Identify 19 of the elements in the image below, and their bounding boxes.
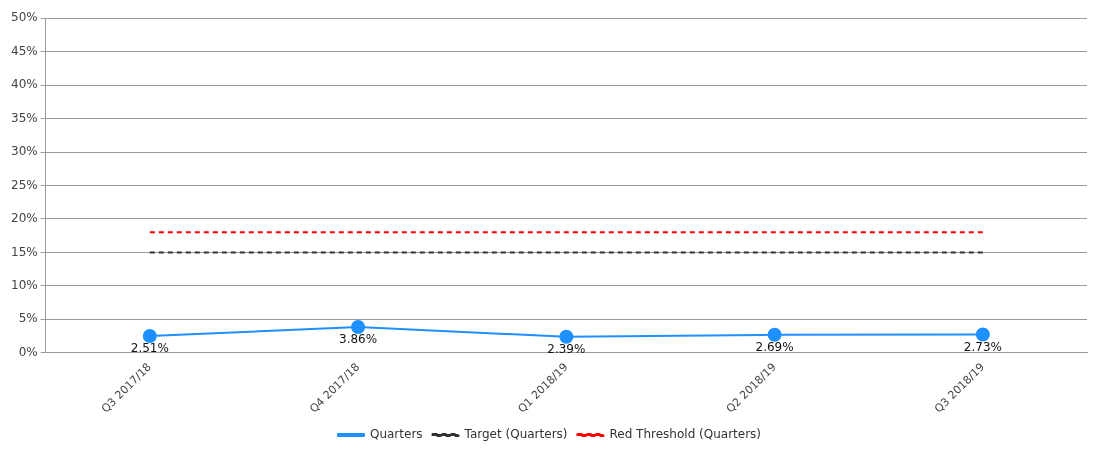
data-label: 2.51% bbox=[130, 341, 169, 356]
data-label: 3.86% bbox=[339, 332, 378, 347]
y-tick-label: 20% bbox=[11, 211, 38, 226]
y-tick-label: 45% bbox=[11, 43, 38, 58]
data-label: 2.69% bbox=[755, 339, 794, 354]
data-label: 2.39% bbox=[547, 341, 586, 356]
y-tick-label: 50% bbox=[11, 10, 38, 25]
y-tick-label: 10% bbox=[11, 278, 38, 293]
y-tick-label: 35% bbox=[11, 110, 38, 125]
y-tick-label: 40% bbox=[11, 77, 38, 92]
y-tick-label: 5% bbox=[18, 311, 38, 326]
y-tick-label: 0% bbox=[18, 344, 38, 359]
legend-label: Target (Quarters) bbox=[463, 427, 568, 442]
y-tick-label: 15% bbox=[11, 244, 38, 259]
data-label: 2.73% bbox=[963, 339, 1002, 354]
y-tick-label: 30% bbox=[11, 144, 38, 159]
legend-label: Red Threshold (Quarters) bbox=[609, 427, 762, 442]
legend-label: Quarters bbox=[369, 427, 423, 442]
y-tick-label: 25% bbox=[11, 177, 38, 192]
